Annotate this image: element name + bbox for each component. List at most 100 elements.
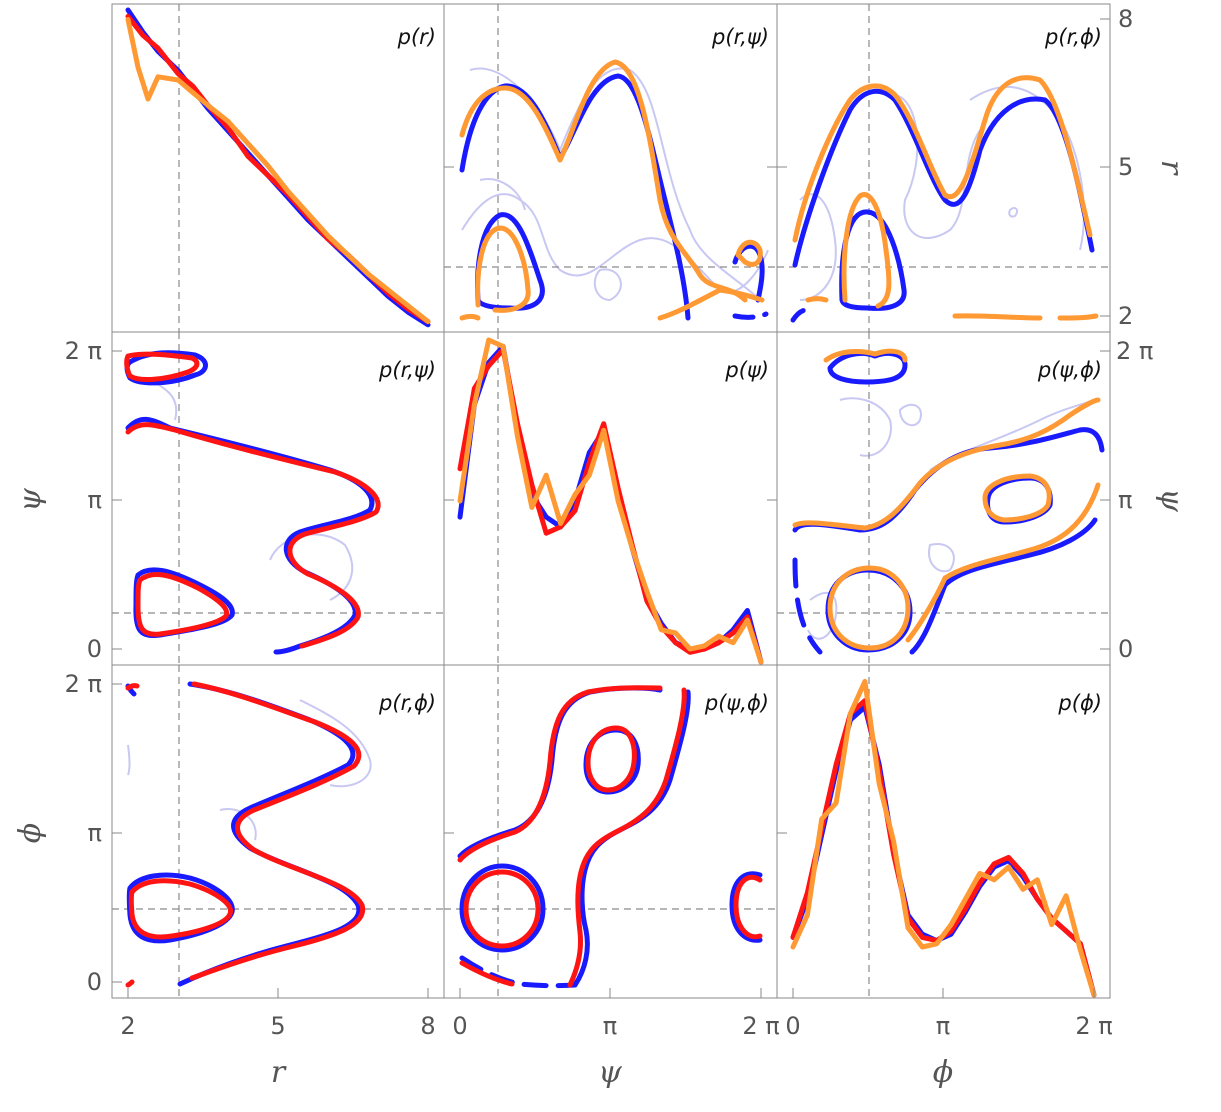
panel-title: p(ψ,ϕ): [1037, 358, 1102, 382]
faint-contour: [299, 699, 372, 788]
red-contour: [733, 874, 763, 940]
tick-label-x: 0: [452, 1012, 467, 1040]
red-contour: [463, 869, 541, 949]
series-group: [790, 678, 1097, 998]
blue-series-line: [457, 343, 764, 665]
orange-contour: [805, 296, 829, 303]
panel-p-r-phi-upper: p(r,ϕ): [776, 3, 1111, 333]
faint-contour: [469, 67, 761, 301]
series-group: [125, 7, 431, 328]
orange-series-line: [125, 17, 431, 325]
orange-contour: [792, 397, 1101, 531]
orange-contour: [792, 75, 1093, 243]
orange-contour: [657, 287, 765, 321]
faint-contour: [149, 379, 178, 421]
tick-label-y-right: π: [1118, 486, 1132, 514]
blue-contour: [459, 863, 546, 953]
panel-title: p(r,ψ): [711, 25, 769, 49]
axis-labels: r ψ ϕ ψ ϕ r ψ: [13, 160, 1189, 1090]
orange-contour: [1057, 313, 1099, 321]
panel-title: p(ψ): [724, 358, 769, 382]
tick-label-y-right: 0: [1118, 635, 1133, 663]
blue-contour: [792, 88, 1095, 268]
tick-label-y-right: 5: [1118, 153, 1133, 181]
red-series-line: [457, 347, 764, 665]
x-axis-label-psi: ψ: [598, 1055, 622, 1090]
panel-p-r: p(r): [111, 3, 445, 333]
orange-series-line: [457, 337, 764, 665]
blue-contour: [459, 955, 578, 989]
panel-p-r-psi-upper: p(r,ψ): [443, 3, 778, 333]
tick-label-x: 2 π: [742, 1012, 779, 1040]
orange-contour: [735, 239, 763, 267]
faint-contour: [461, 193, 769, 293]
red-contour: [128, 878, 233, 940]
tick-label-x: π: [603, 1012, 617, 1040]
panel-title: p(r): [397, 25, 436, 49]
y-axis-label-right-r: r: [1154, 160, 1189, 176]
faint-contour: [1008, 206, 1019, 218]
x-axis-label-r: r: [271, 1055, 287, 1090]
orange-contour: [982, 473, 1052, 523]
tick-label-y-right: 2 π: [1116, 337, 1153, 365]
tick-label-x: 2 π: [1075, 1012, 1112, 1040]
blue-contour: [839, 209, 907, 311]
y-axis-label-phi: ϕ: [13, 823, 48, 843]
red-contour: [585, 725, 637, 793]
red-contour: [125, 979, 135, 988]
blue-contour: [475, 212, 545, 311]
y-axis-label-psi: ψ: [13, 488, 48, 512]
orange-contour: [841, 192, 892, 309]
faint-contour: [269, 533, 354, 601]
tick-label-y: π: [88, 819, 102, 847]
blue-series-line: [125, 7, 431, 328]
panel-title: p(r,ψ): [378, 358, 436, 382]
blue-contour: [125, 416, 375, 655]
red-contour: [125, 683, 140, 691]
panel-p-psi: p(ψ): [443, 331, 778, 666]
red-contour: [124, 351, 200, 382]
tick-label-y: π: [88, 486, 102, 514]
series-group: [457, 337, 764, 665]
faint-contour: [899, 403, 922, 427]
blue-contour: [909, 517, 1098, 655]
orange-contour: [952, 313, 1043, 321]
orange-contour: [475, 225, 531, 313]
red-contour: [189, 681, 366, 981]
tick-label-x: 2: [120, 1012, 135, 1040]
faint-contour: [839, 397, 892, 457]
panel-title: p(ϕ): [1057, 691, 1102, 715]
red-contour: [457, 685, 663, 863]
panel-title: p(r,ϕ): [1044, 25, 1102, 49]
blue-contour: [827, 350, 908, 385]
faint-contour: [928, 543, 955, 573]
panel-title: p(r,ϕ): [378, 691, 436, 715]
faint-contour: [127, 744, 131, 776]
tick-label-x: 5: [270, 1012, 285, 1040]
blue-contour: [792, 427, 1105, 533]
y-axis-label-right-psi: ψ: [1154, 488, 1189, 512]
faint-contour: [799, 193, 837, 301]
blue-contour: [732, 311, 769, 320]
orange-series-line: [790, 678, 1097, 998]
tick-label-y: 0: [87, 968, 102, 996]
faint-contour: [807, 591, 838, 640]
tick-label-y: 0: [87, 635, 102, 663]
panel-frame: [443, 3, 778, 333]
red-contour: [567, 687, 687, 988]
tick-marks: [112, 18, 1110, 998]
blue-contour: [792, 557, 823, 655]
tick-label-x: π: [936, 1012, 950, 1040]
panel-p-psi-phi-lower: p(ψ,ϕ): [443, 664, 778, 999]
red-contour: [459, 960, 515, 987]
red-contour: [125, 422, 381, 649]
tick-label-x: 0: [785, 1012, 800, 1040]
orange-contour: [459, 59, 748, 303]
panel-p-psi-phi-upper: p(ψ,ϕ): [776, 331, 1111, 666]
tick-label-y: 2 π: [65, 337, 102, 365]
panel-p-r-psi-lower: p(r,ψ): [111, 331, 445, 666]
orange-contour: [827, 565, 911, 651]
blue-contour: [729, 871, 763, 943]
red-series-line: [790, 698, 1097, 998]
